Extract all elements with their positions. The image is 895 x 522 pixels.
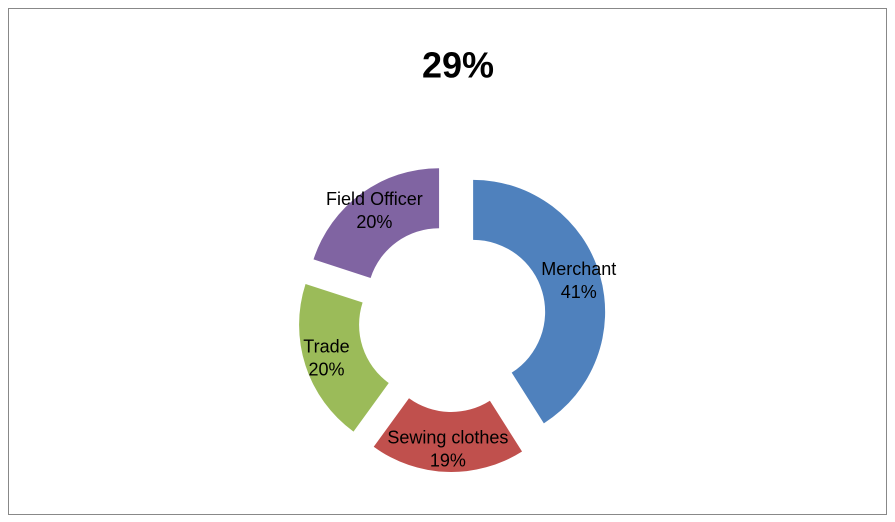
- doughnut-slice: [373, 398, 523, 472]
- doughnut-slice: [473, 179, 606, 424]
- slice-label: Trade: [303, 337, 349, 357]
- slice-value-label: 20%: [356, 212, 392, 232]
- slice-value-label: 41%: [561, 282, 597, 302]
- chart-title: 29%: [422, 45, 494, 86]
- slice-value-label: 20%: [308, 360, 344, 380]
- doughnut-slice: [299, 284, 389, 432]
- doughnut-slice: [313, 168, 440, 278]
- slice-value-label: 19%: [430, 451, 466, 471]
- slice-label: Merchant: [541, 259, 616, 279]
- slice-label: Field Officer: [326, 189, 423, 209]
- slice-label: Sewing clothes: [387, 428, 508, 448]
